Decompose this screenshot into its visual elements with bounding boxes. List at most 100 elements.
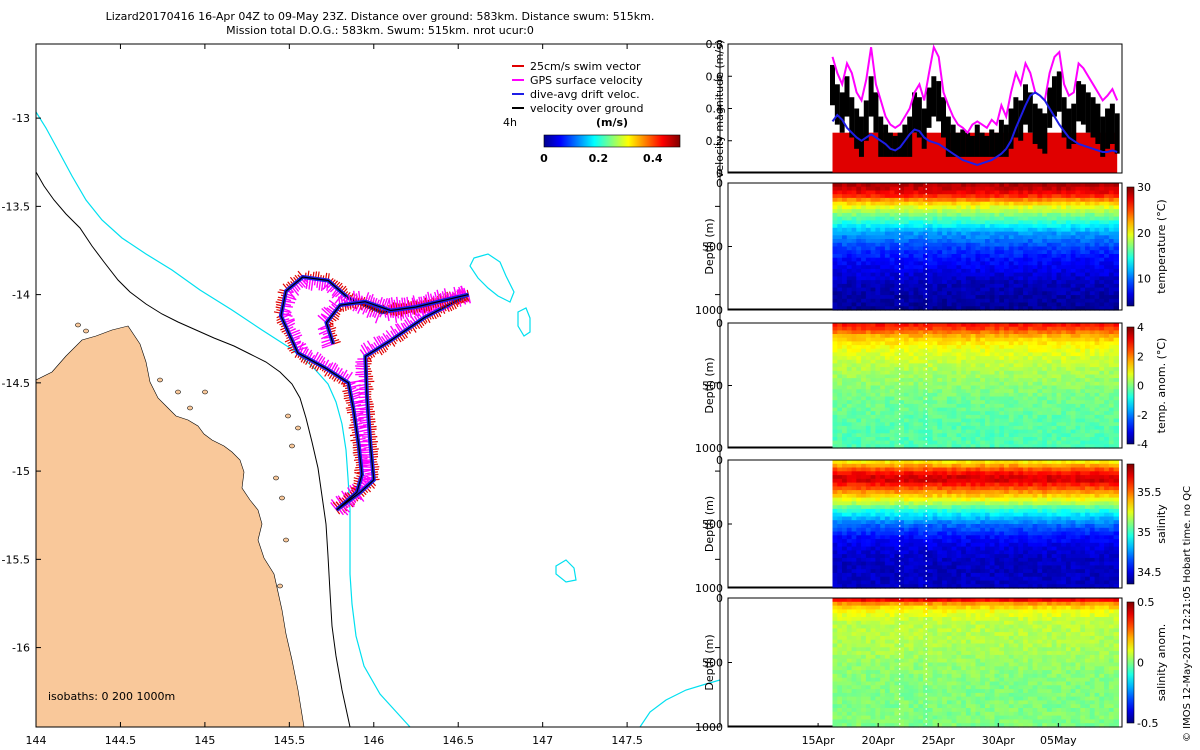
heatmap-cell [1037,194,1043,199]
heatmap-cell [956,235,962,240]
heatmap-cell [965,444,972,449]
heatmap-cell [832,194,838,199]
heatmap-cell [1008,257,1015,262]
heatmap-cell [975,291,981,296]
heatmap-cell [1094,231,1100,236]
heatmap-cell [1075,433,1081,438]
heatmap-cell [880,224,886,229]
heatmap-cell [1042,254,1048,259]
heatmap-cell [1070,378,1077,383]
heatmap-cell [942,381,948,387]
heatmap-cell [1046,268,1053,274]
heatmap-cell [975,389,981,394]
heatmap-cell [842,235,848,240]
swim-vector [336,509,341,515]
heatmap-cell [1004,227,1010,233]
y-tick-label: -14 [12,289,30,302]
heatmap-cell [842,348,848,353]
heatmap-cell [884,239,891,244]
heatmap-cell [932,374,938,379]
heatmap-cell [923,433,929,438]
heatmap-cell [913,385,919,390]
heatmap-cell [927,392,934,398]
heatmap-cell [937,374,943,379]
heatmap-cell [980,337,986,342]
heatmap-cell [961,341,967,346]
heatmap-cell [875,205,881,210]
heatmap-cell [1042,306,1048,311]
heatmap-cell [1042,227,1048,233]
heatmap-cell [994,190,1000,195]
heatmap-cell [1056,205,1062,210]
heatmap-cell [942,359,948,365]
heatmap-cell [951,385,957,390]
heatmap-cell [951,209,957,214]
heatmap-cell [832,265,838,270]
heatmap-cell [956,212,962,218]
heatmap-cell [1037,216,1043,221]
heatmap-cell [1004,385,1010,390]
heatmap-cell [970,216,977,221]
heatmap-cell [994,306,1000,311]
heatmap-cell [932,227,938,233]
heatmap-cell [1004,276,1010,281]
heatmap-cell [846,352,853,357]
heatmap-cell [1070,334,1077,339]
heatmap-cell [1051,444,1058,449]
heatmap-cell [1113,268,1119,274]
heatmap-cell [865,392,872,398]
x-tick-label: 145 [194,734,215,747]
heatmap-cell [1085,444,1091,449]
heatmap-cell [1027,437,1034,442]
heatmap-cell [894,381,900,387]
heatmap-cell [875,283,881,289]
heatmap-cell [908,348,915,353]
heatmap-cell [1013,306,1019,311]
heatmap-cell [951,194,957,199]
heatmap-cell [989,341,996,346]
heatmap-cell [946,276,953,281]
heatmap-cell [889,216,896,221]
heatmap-cell [927,400,934,405]
heatmap-cell [894,392,900,398]
heatmap-cell [1018,212,1024,218]
heatmap-cell [875,250,881,255]
heatmap-cell [1066,403,1072,409]
heatmap-cell [980,261,986,266]
heatmap-cell [899,250,905,255]
heatmap-cell [1099,429,1105,434]
heatmap-cell [1085,272,1091,277]
heatmap-cell [846,183,853,188]
heatmap-cell [1027,400,1034,405]
heatmap-cell [1027,209,1034,214]
heatmap-cell [846,334,853,339]
heatmap-cell [1066,400,1072,405]
heatmap-cell [1099,356,1105,361]
heatmap-cell [908,323,915,328]
heatmap-cell [1037,422,1043,427]
heatmap-cell [842,407,848,412]
heatmap-cell [851,257,857,262]
heatmap-cell [942,356,948,361]
heatmap-cell [980,422,986,427]
heatmap-cell [942,403,948,409]
heatmap-cell [1089,437,1096,442]
heatmap-cell [870,250,876,255]
heatmap-cell [842,359,848,365]
heatmap-cell [946,392,953,398]
heatmap-cell [942,280,948,285]
heatmap-cell [1004,287,1010,292]
heatmap-cell [1108,356,1115,361]
heatmap-cell [880,433,886,438]
heatmap-cell [875,437,881,442]
heatmap-cell [975,265,981,270]
heatmap-cell [889,407,896,412]
heatmap-cell [1027,407,1034,412]
heatmap-cell [1108,254,1115,259]
heatmap-cell [937,272,943,277]
heatmap-cell [1113,396,1119,401]
heatmap-cell [956,392,962,398]
heatmap-cell [1013,389,1019,394]
heatmap-cell [1056,250,1062,255]
heatmap-cell [1042,422,1048,427]
